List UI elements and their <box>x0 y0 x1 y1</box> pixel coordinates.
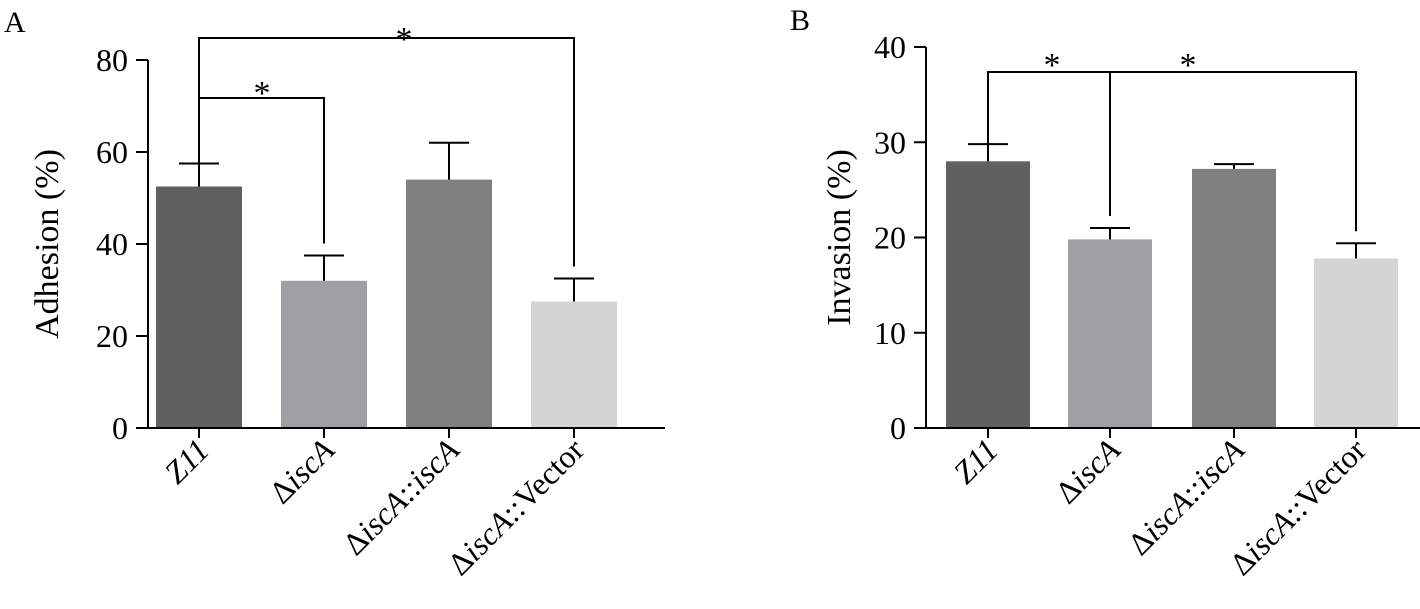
category-label-4: ΔiscA::Vector <box>440 431 591 582</box>
significance-star-2: * <box>1180 47 1197 84</box>
bar-3 <box>406 179 492 428</box>
y-tick-label: 60 <box>96 134 128 170</box>
y-tick-label: 40 <box>874 29 906 65</box>
category-label-3: ΔiscA::iscA <box>1120 431 1251 562</box>
category-label-1: Z11 <box>157 431 216 490</box>
y-tick-label: 80 <box>96 42 128 78</box>
y-tick-label: 30 <box>874 124 906 160</box>
category-label-2: ΔiscA <box>262 431 341 510</box>
category-label-1: Z11 <box>946 431 1005 490</box>
bar-2 <box>1068 239 1152 428</box>
y-tick-label: 40 <box>96 226 128 262</box>
bar-4 <box>531 301 617 428</box>
category-label-2: ΔiscA <box>1048 431 1127 510</box>
y-tick-label: 0 <box>112 410 128 446</box>
y-tick-label: 0 <box>890 410 906 446</box>
bar-4 <box>1314 258 1398 428</box>
significance-star-1: * <box>254 75 271 112</box>
y-tick-label: 20 <box>96 318 128 354</box>
bar-1 <box>946 161 1030 429</box>
bar-2 <box>281 280 367 428</box>
y-tick-label: 20 <box>874 220 906 256</box>
panel-letter: A <box>4 6 26 39</box>
significance-bracket-2 <box>198 37 575 267</box>
significance-star-2: * <box>396 21 413 58</box>
significance-star-1: * <box>1044 47 1061 84</box>
significance-bracket-2 <box>987 71 1357 232</box>
y-axis-title: Adhesion (%) <box>29 149 66 339</box>
y-tick-label: 10 <box>874 315 906 351</box>
y-axis-title: Invasion (%) <box>821 149 858 326</box>
category-label-3: ΔiscA::iscA <box>335 431 466 562</box>
panel-letter: B <box>790 4 810 37</box>
bar-1 <box>156 186 242 428</box>
bar-3 <box>1192 168 1276 429</box>
